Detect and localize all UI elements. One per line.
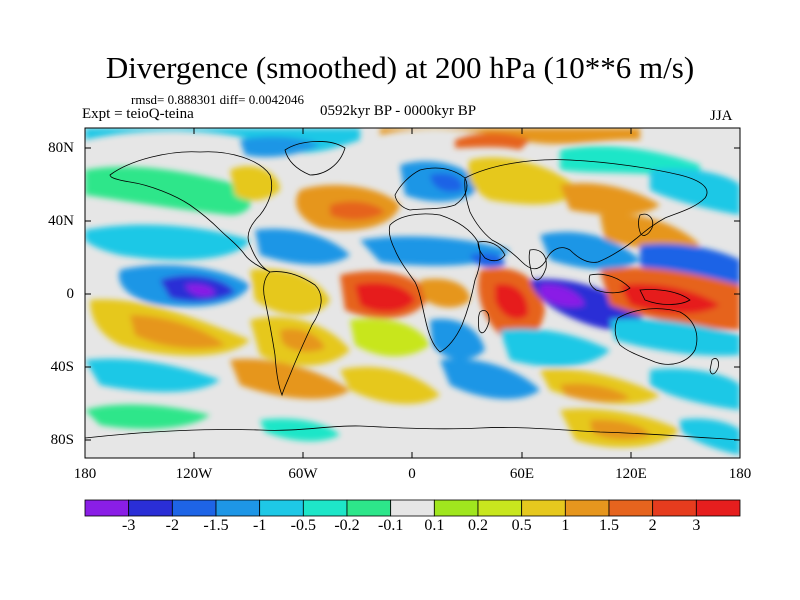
colorbar-label: -1: [252, 517, 267, 534]
lon-label-60e: 60E: [509, 466, 535, 482]
colorbar-swatch: [84, 499, 130, 517]
period-label: 0592kyr BP - 0000kyr BP: [320, 103, 477, 119]
colorbar-swatch: [652, 499, 697, 517]
colorbar-swatch: [521, 499, 566, 517]
experiment-label: Expt = teioQ-teina: [82, 106, 194, 122]
colorbar-swatch: [390, 499, 435, 517]
colorbar-label: -2: [165, 517, 179, 534]
season-label: JJA: [710, 108, 733, 124]
colorbar-label: 0.2: [468, 517, 488, 534]
lon-label-180e: 180: [728, 466, 752, 482]
colorbar-swatch: [171, 499, 217, 517]
lat-label-0: 0: [66, 286, 75, 302]
colorbar-label: 0.1: [424, 517, 445, 534]
colorbar-label: -0.5: [290, 517, 316, 534]
lon-label-120w: 120W: [175, 466, 213, 482]
colorbar-swatch: [695, 499, 741, 517]
colorbar-label: 0.5: [511, 517, 532, 534]
lon-label-0: 0: [408, 466, 416, 482]
lat-label-80n: 80N: [48, 140, 74, 156]
colorbar-swatch: [302, 499, 348, 517]
divergence-field: [85, 128, 740, 458]
colorbar-label: -0.2: [334, 517, 360, 534]
colorbar-swatch: [128, 499, 173, 517]
colorbar-label: -3: [121, 517, 136, 534]
colorbar-swatch: [215, 499, 261, 517]
colorbar-label: 3: [692, 517, 701, 534]
colorbar-swatch: [346, 499, 392, 517]
lon-label-180w: 180: [73, 466, 97, 482]
lon-label-120e: 120E: [615, 466, 647, 482]
colorbar-label: 1.5: [599, 517, 619, 534]
lon-label-60w: 60W: [288, 466, 318, 482]
colorbar-label: 2: [648, 517, 657, 534]
colorbar: [84, 499, 741, 517]
axis-ticks: [84, 128, 741, 458]
map-title: Divergence (smoothed) at 200 hPa (10**6 …: [105, 50, 695, 85]
colorbar-label: -0.1: [377, 517, 404, 534]
lat-label-80s: 80S: [50, 432, 74, 448]
colorbar-swatch: [477, 499, 523, 517]
colorbar-label: -1.5: [203, 517, 229, 534]
coastlines: [85, 141, 740, 441]
lat-label-40s: 40S: [50, 359, 74, 375]
colorbar-swatch: [433, 499, 479, 517]
colorbar-swatch: [608, 499, 654, 517]
colorbar-swatch: [259, 499, 304, 517]
colorbar-label: 1: [561, 517, 570, 534]
lat-label-40n: 40N: [48, 213, 74, 229]
colorbar-swatch: [564, 499, 610, 517]
stats-text: rmsd= 0.888301 diff= 0.0042046: [131, 92, 304, 107]
